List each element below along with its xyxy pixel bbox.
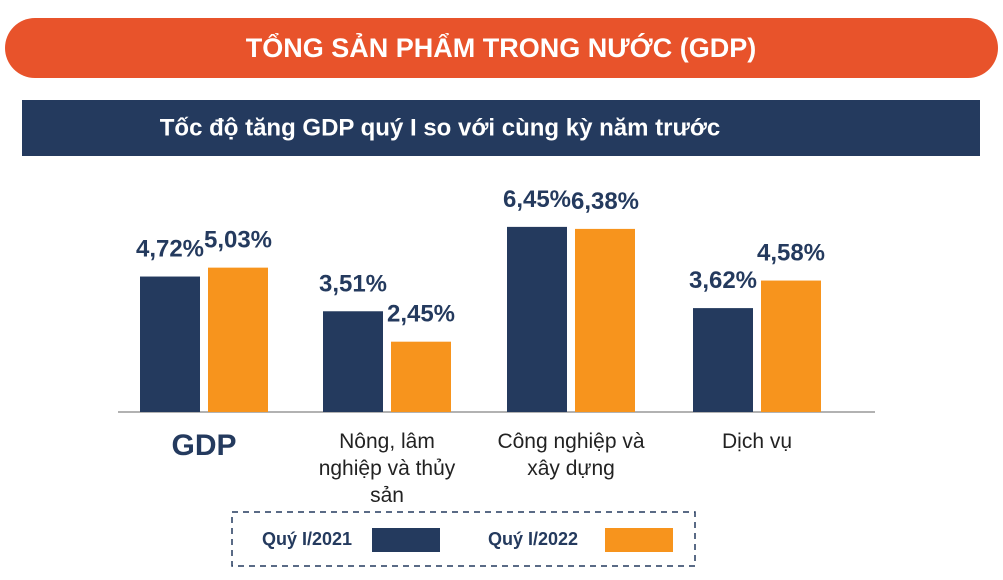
value-label: 6,38% <box>571 188 639 215</box>
bar <box>391 341 451 412</box>
value-label: 2,45% <box>387 301 455 328</box>
legend-label: Quý I/2021 <box>262 529 352 549</box>
bar <box>507 226 567 412</box>
bar <box>140 276 200 412</box>
value-label: 3,62% <box>689 267 757 294</box>
value-label: 3,51% <box>319 270 387 297</box>
x-tick-label: GDP <box>171 429 237 462</box>
bar <box>761 280 821 412</box>
legend-swatch <box>605 528 673 552</box>
x-tick-label: Nông, lâm nghiệp và thủy sản <box>318 430 456 507</box>
value-label: 5,03% <box>204 227 272 254</box>
title-banner <box>5 18 998 78</box>
legend-box <box>231 511 696 567</box>
subtitle-banner <box>22 100 980 156</box>
x-tick-label: Dịch vụ <box>721 430 793 453</box>
value-label: 4,72% <box>136 236 204 263</box>
value-label: 6,45% <box>503 186 571 213</box>
chart-subtitle: Tốc độ tăng GDP quý I so với cùng kỳ năm… <box>160 114 720 141</box>
bar <box>208 267 268 412</box>
bar <box>693 308 753 412</box>
legend-swatch <box>372 528 440 552</box>
bar <box>575 228 635 412</box>
bar <box>323 311 383 412</box>
value-label: 4,58% <box>757 240 825 267</box>
legend-label: Quý I/2022 <box>488 529 578 549</box>
chart-title: TỔNG SẢN PHẨM TRONG NƯỚC (GDP) <box>246 31 756 63</box>
x-tick-label: Công nghiệp và xây dựng <box>497 430 645 480</box>
